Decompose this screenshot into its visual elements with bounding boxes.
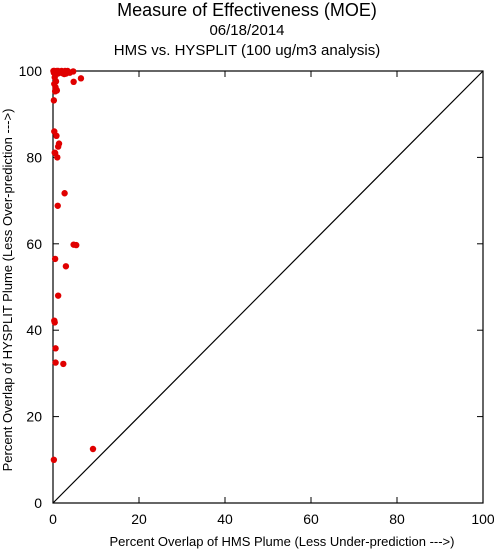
x-axis-label: Percent Overlap of HMS Plume (Less Under…	[110, 534, 455, 549]
data-point	[70, 68, 77, 75]
y-tick-label: 60	[26, 236, 42, 252]
x-tick-label: 40	[217, 511, 233, 527]
data-point	[53, 87, 61, 94]
data-point	[53, 132, 60, 139]
data-point	[77, 75, 85, 82]
x-tick-label: 100	[471, 511, 494, 527]
data-point	[89, 445, 97, 453]
data-point	[52, 359, 59, 366]
chart-date: 06/18/2014	[209, 22, 285, 39]
data-point	[60, 360, 67, 368]
x-tick-label: 60	[303, 511, 319, 527]
chart-subtitle: HMS vs. HYSPLIT (100 ug/m3 analysis)	[113, 42, 381, 59]
data-point	[54, 292, 62, 299]
y-tick-label: 100	[19, 63, 43, 79]
data-point	[51, 319, 58, 326]
data-point	[51, 149, 58, 156]
data-point	[61, 190, 68, 197]
data-point	[51, 255, 59, 263]
ticks-layer: 0 20 40 60 80 100 0 20 40 60 80 100	[19, 63, 494, 527]
data-point	[50, 456, 58, 463]
y-tick-label: 80	[26, 149, 42, 165]
data-point	[50, 97, 58, 104]
x-tick-label: 80	[389, 511, 405, 527]
reference-diagonal-line	[52, 70, 484, 504]
x-tick-label: 20	[131, 511, 147, 527]
y-tick-label: 0	[34, 495, 42, 511]
data-point	[62, 70, 70, 77]
y-axis-label: Percent Overlap of HYSPLIT Plume (Less O…	[0, 109, 15, 472]
data-point	[62, 263, 70, 270]
plot-frame	[52, 70, 484, 504]
data-point	[54, 202, 61, 209]
points-layer	[50, 67, 97, 463]
data-point	[52, 345, 59, 352]
y-tick-label: 40	[26, 322, 42, 338]
data-point	[70, 78, 77, 86]
data-point	[54, 143, 62, 150]
data-point	[54, 154, 61, 161]
chart-title: Measure of Effectiveness (MOE)	[117, 0, 377, 20]
data-point	[73, 241, 80, 249]
x-tick-label: 0	[49, 511, 57, 527]
y-tick-label: 20	[26, 409, 42, 425]
